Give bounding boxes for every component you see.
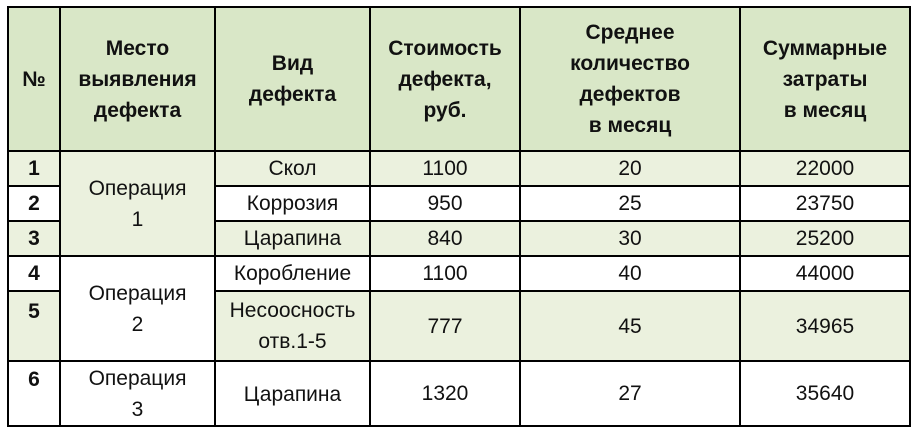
row-number: 1 — [7, 150, 61, 187]
place-cell: Операция 1 — [59, 150, 216, 257]
avg-count-cell: 45 — [519, 290, 741, 362]
defect-type-cell: Царапина — [214, 220, 371, 257]
header-number: № — [7, 6, 61, 152]
total-cell: 25200 — [739, 220, 911, 257]
cost-cell: 1100 — [369, 150, 521, 187]
defect-type-cell: Несоосность отв.1-5 — [214, 290, 371, 362]
defect-type-cell: Скол — [214, 150, 371, 187]
row-number: 4 — [7, 255, 61, 292]
defect-type-cell: Коррозия — [214, 185, 371, 222]
header-cost: Стоимость дефекта, руб. — [369, 6, 521, 152]
place-cell: Операция 2 — [59, 255, 216, 362]
row-number: 5 — [7, 290, 61, 362]
avg-count-cell: 40 — [519, 255, 741, 292]
row-number: 2 — [7, 185, 61, 222]
row-number: 6 — [7, 360, 61, 427]
place-cell: Операция 3 — [59, 360, 216, 427]
table-row: 3 Царапина 840 30 25200 — [7, 220, 911, 257]
total-cell: 35640 — [739, 360, 911, 427]
defects-table: № Место выявления дефекта Вид дефекта Ст… — [7, 6, 911, 427]
header-defect-type: Вид дефекта — [214, 6, 371, 152]
header-total: Суммарные затраты в месяц — [739, 6, 911, 152]
avg-count-cell: 25 — [519, 185, 741, 222]
avg-count-cell: 27 — [519, 360, 741, 427]
avg-count-cell: 30 — [519, 220, 741, 257]
row-number: 3 — [7, 220, 61, 257]
defect-type-cell: Коробление — [214, 255, 371, 292]
header-avg-count: Среднее количество дефектов в месяц — [519, 6, 741, 152]
table-row: 6 Операция 3 Царапина 1320 27 35640 — [7, 360, 911, 427]
cost-cell: 840 — [369, 220, 521, 257]
avg-count-cell: 20 — [519, 150, 741, 187]
table-row: 5 Несоосность отв.1-5 777 45 34965 — [7, 290, 911, 362]
cost-cell: 1100 — [369, 255, 521, 292]
defect-type-cell: Царапина — [214, 360, 371, 427]
table-row: 1 Операция 1 Скол 1100 20 22000 — [7, 150, 911, 257]
total-cell: 22000 — [739, 150, 911, 187]
total-cell: 23750 — [739, 185, 911, 222]
cost-cell: 950 — [369, 185, 521, 222]
total-cell: 34965 — [739, 290, 911, 362]
header-row: № Место выявления дефекта Вид дефекта Ст… — [7, 6, 911, 152]
cost-cell: 1320 — [369, 360, 521, 427]
header-place: Место выявления дефекта — [59, 6, 216, 152]
total-cell: 44000 — [739, 255, 911, 292]
cost-cell: 777 — [369, 290, 521, 362]
table-row: 2 Коррозия 950 25 23750 — [7, 185, 911, 222]
table-row: 4 Операция 2 Коробление 1100 40 44000 — [7, 255, 911, 362]
